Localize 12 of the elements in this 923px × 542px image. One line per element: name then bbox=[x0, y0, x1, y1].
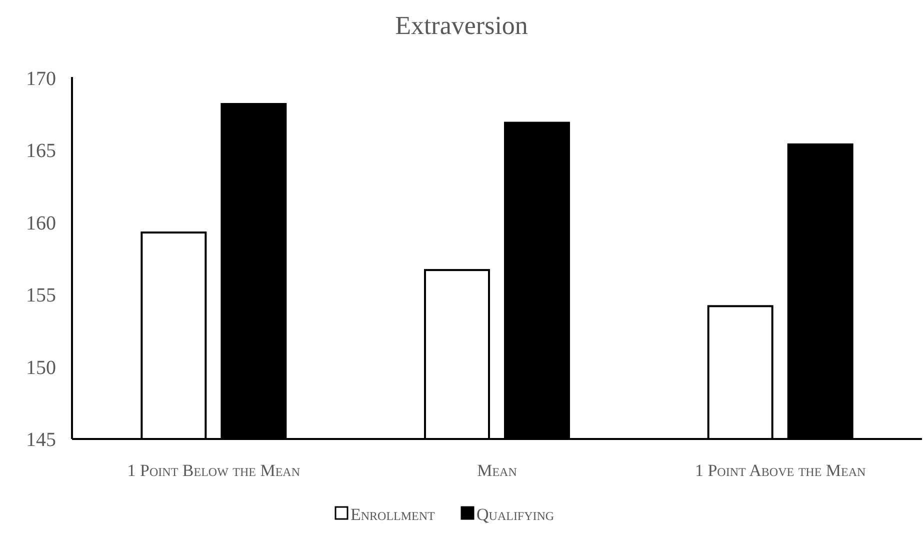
legend-label: Qualifying bbox=[476, 505, 554, 524]
x-tick-label: 1 Point Below the Mean bbox=[127, 461, 300, 480]
chart-title: Extraversion bbox=[395, 11, 528, 40]
x-tick-label: Mean bbox=[477, 461, 518, 480]
y-tick-label: 160 bbox=[26, 212, 56, 234]
legend-label: Enrollment bbox=[350, 505, 436, 524]
y-tick-label: 150 bbox=[26, 356, 56, 379]
y-tick-label: 155 bbox=[26, 284, 56, 307]
y-tick-label: 165 bbox=[26, 140, 56, 162]
x-tick-label: 1 Point Above the Mean bbox=[694, 461, 866, 480]
y-tick-label: 145 bbox=[26, 429, 56, 451]
y-tick-label: 170 bbox=[26, 68, 56, 90]
